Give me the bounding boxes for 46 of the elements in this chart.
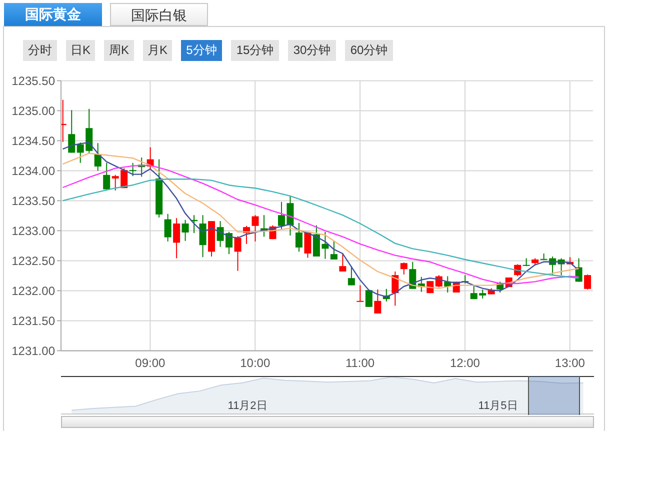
candlestick	[173, 218, 180, 259]
candlestick	[164, 213, 172, 242]
text: 5分钟	[186, 43, 217, 57]
candlestick	[129, 162, 136, 177]
text: 分时	[28, 43, 52, 57]
text: 15分钟	[236, 43, 274, 57]
candlestick	[356, 284, 364, 302]
candlestick	[330, 240, 338, 260]
candlestick	[252, 214, 259, 242]
annotation: 11月2日	[228, 400, 268, 412]
y-tick-label: 1235.50	[12, 74, 56, 88]
candlestick	[199, 214, 206, 258]
y-tick-label: 1235.00	[12, 104, 56, 118]
candlestick	[400, 262, 408, 275]
text: 60分钟	[350, 43, 388, 57]
y-tick-label: 1232.00	[12, 284, 56, 298]
x-tick-label: 10:00	[240, 356, 270, 370]
x-tick-label: 12:00	[450, 356, 480, 370]
x-tick-label: 09:00	[135, 356, 166, 370]
y-tick-label: 1234.50	[12, 134, 56, 148]
x-tick-label: 11:00	[345, 356, 375, 370]
candlestick	[68, 110, 76, 154]
candlestick	[103, 162, 110, 190]
candlestick	[94, 142, 102, 172]
text: 国际白银	[131, 7, 187, 23]
candlestick	[339, 253, 346, 272]
text: 30分钟	[293, 43, 331, 57]
candlestick	[348, 266, 355, 286]
annotation: 11月5日	[478, 400, 518, 412]
candlestick	[365, 289, 372, 308]
text: 日K	[70, 43, 90, 57]
y-tick-label: 1231.00	[12, 344, 56, 358]
y-tick-label: 1232.50	[12, 254, 56, 268]
text: 国际黄金	[25, 6, 81, 22]
candlestick	[295, 222, 302, 252]
candlestick	[584, 274, 592, 290]
candlestick	[182, 219, 189, 242]
candlestick	[374, 289, 382, 314]
x-tick-label: 13:00	[554, 356, 586, 370]
y-tick-label: 1233.50	[12, 194, 56, 208]
text: 周K	[108, 43, 129, 57]
text: 月K	[147, 43, 168, 57]
y-tick-label: 1234.00	[12, 164, 56, 178]
y-tick-label: 1231.50	[12, 314, 56, 328]
y-tick-label: 1233.00	[12, 224, 56, 238]
candlestick	[234, 236, 242, 272]
